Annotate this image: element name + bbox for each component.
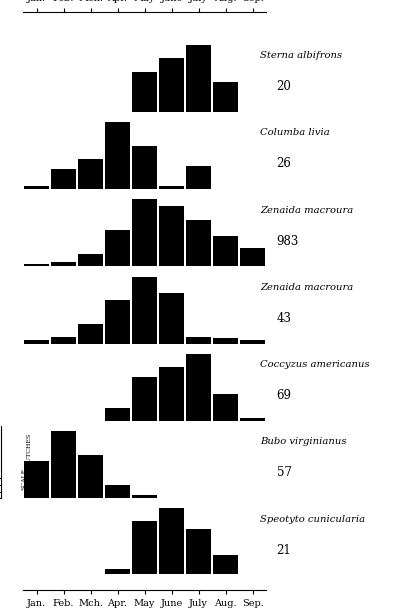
- Bar: [132, 521, 157, 576]
- Bar: [186, 337, 211, 343]
- Bar: [78, 455, 103, 498]
- Bar: [105, 569, 130, 576]
- Bar: [213, 394, 238, 421]
- Bar: [132, 72, 157, 112]
- Bar: [159, 58, 184, 112]
- Text: Columba livia: Columba livia: [260, 128, 329, 137]
- Bar: [186, 166, 211, 189]
- Text: Zenaida macroura: Zenaida macroura: [260, 283, 353, 292]
- Bar: [186, 45, 211, 112]
- Bar: [105, 122, 130, 189]
- Bar: [132, 378, 157, 421]
- Text: Speotyto cunicularia: Speotyto cunicularia: [260, 515, 365, 524]
- Bar: [51, 262, 76, 267]
- Bar: [132, 146, 157, 189]
- Bar: [78, 255, 103, 267]
- Text: 26: 26: [277, 157, 292, 171]
- Bar: [213, 82, 238, 112]
- Text: 20: 20: [277, 80, 292, 93]
- Bar: [24, 340, 49, 343]
- Bar: [159, 367, 184, 421]
- Bar: [159, 294, 184, 343]
- Bar: [24, 186, 49, 189]
- Bar: [51, 337, 76, 343]
- Text: 69: 69: [277, 389, 292, 402]
- Bar: [213, 555, 238, 576]
- Bar: [51, 169, 76, 189]
- Text: Zenaida macroura: Zenaida macroura: [260, 205, 353, 214]
- Bar: [186, 354, 211, 421]
- Text: 57: 57: [277, 466, 292, 479]
- Bar: [51, 431, 76, 498]
- Text: 21: 21: [277, 544, 291, 557]
- Bar: [159, 509, 184, 576]
- Bar: [186, 529, 211, 576]
- Text: SCALE
% OF CLUTCHES: SCALE % OF CLUTCHES: [21, 434, 32, 490]
- Bar: [213, 339, 238, 343]
- Bar: [24, 462, 49, 498]
- Bar: [186, 220, 211, 267]
- Bar: [132, 495, 157, 498]
- Bar: [132, 200, 157, 267]
- Bar: [105, 485, 130, 498]
- Text: 983: 983: [277, 234, 299, 248]
- Bar: [240, 418, 265, 421]
- Bar: [78, 159, 103, 189]
- Bar: [159, 206, 184, 267]
- Bar: [240, 340, 265, 343]
- Bar: [132, 276, 157, 343]
- Bar: [105, 300, 130, 343]
- Bar: [105, 407, 130, 421]
- Text: Coccyzus americanus: Coccyzus americanus: [260, 360, 370, 369]
- Bar: [105, 230, 130, 267]
- Bar: [159, 186, 184, 189]
- Text: 43: 43: [277, 312, 292, 325]
- Bar: [24, 264, 49, 267]
- Bar: [78, 323, 103, 343]
- Bar: [213, 236, 238, 267]
- Bar: [240, 248, 265, 267]
- Text: Sterna albifrons: Sterna albifrons: [260, 51, 342, 60]
- Text: Bubo virginianus: Bubo virginianus: [260, 437, 346, 446]
